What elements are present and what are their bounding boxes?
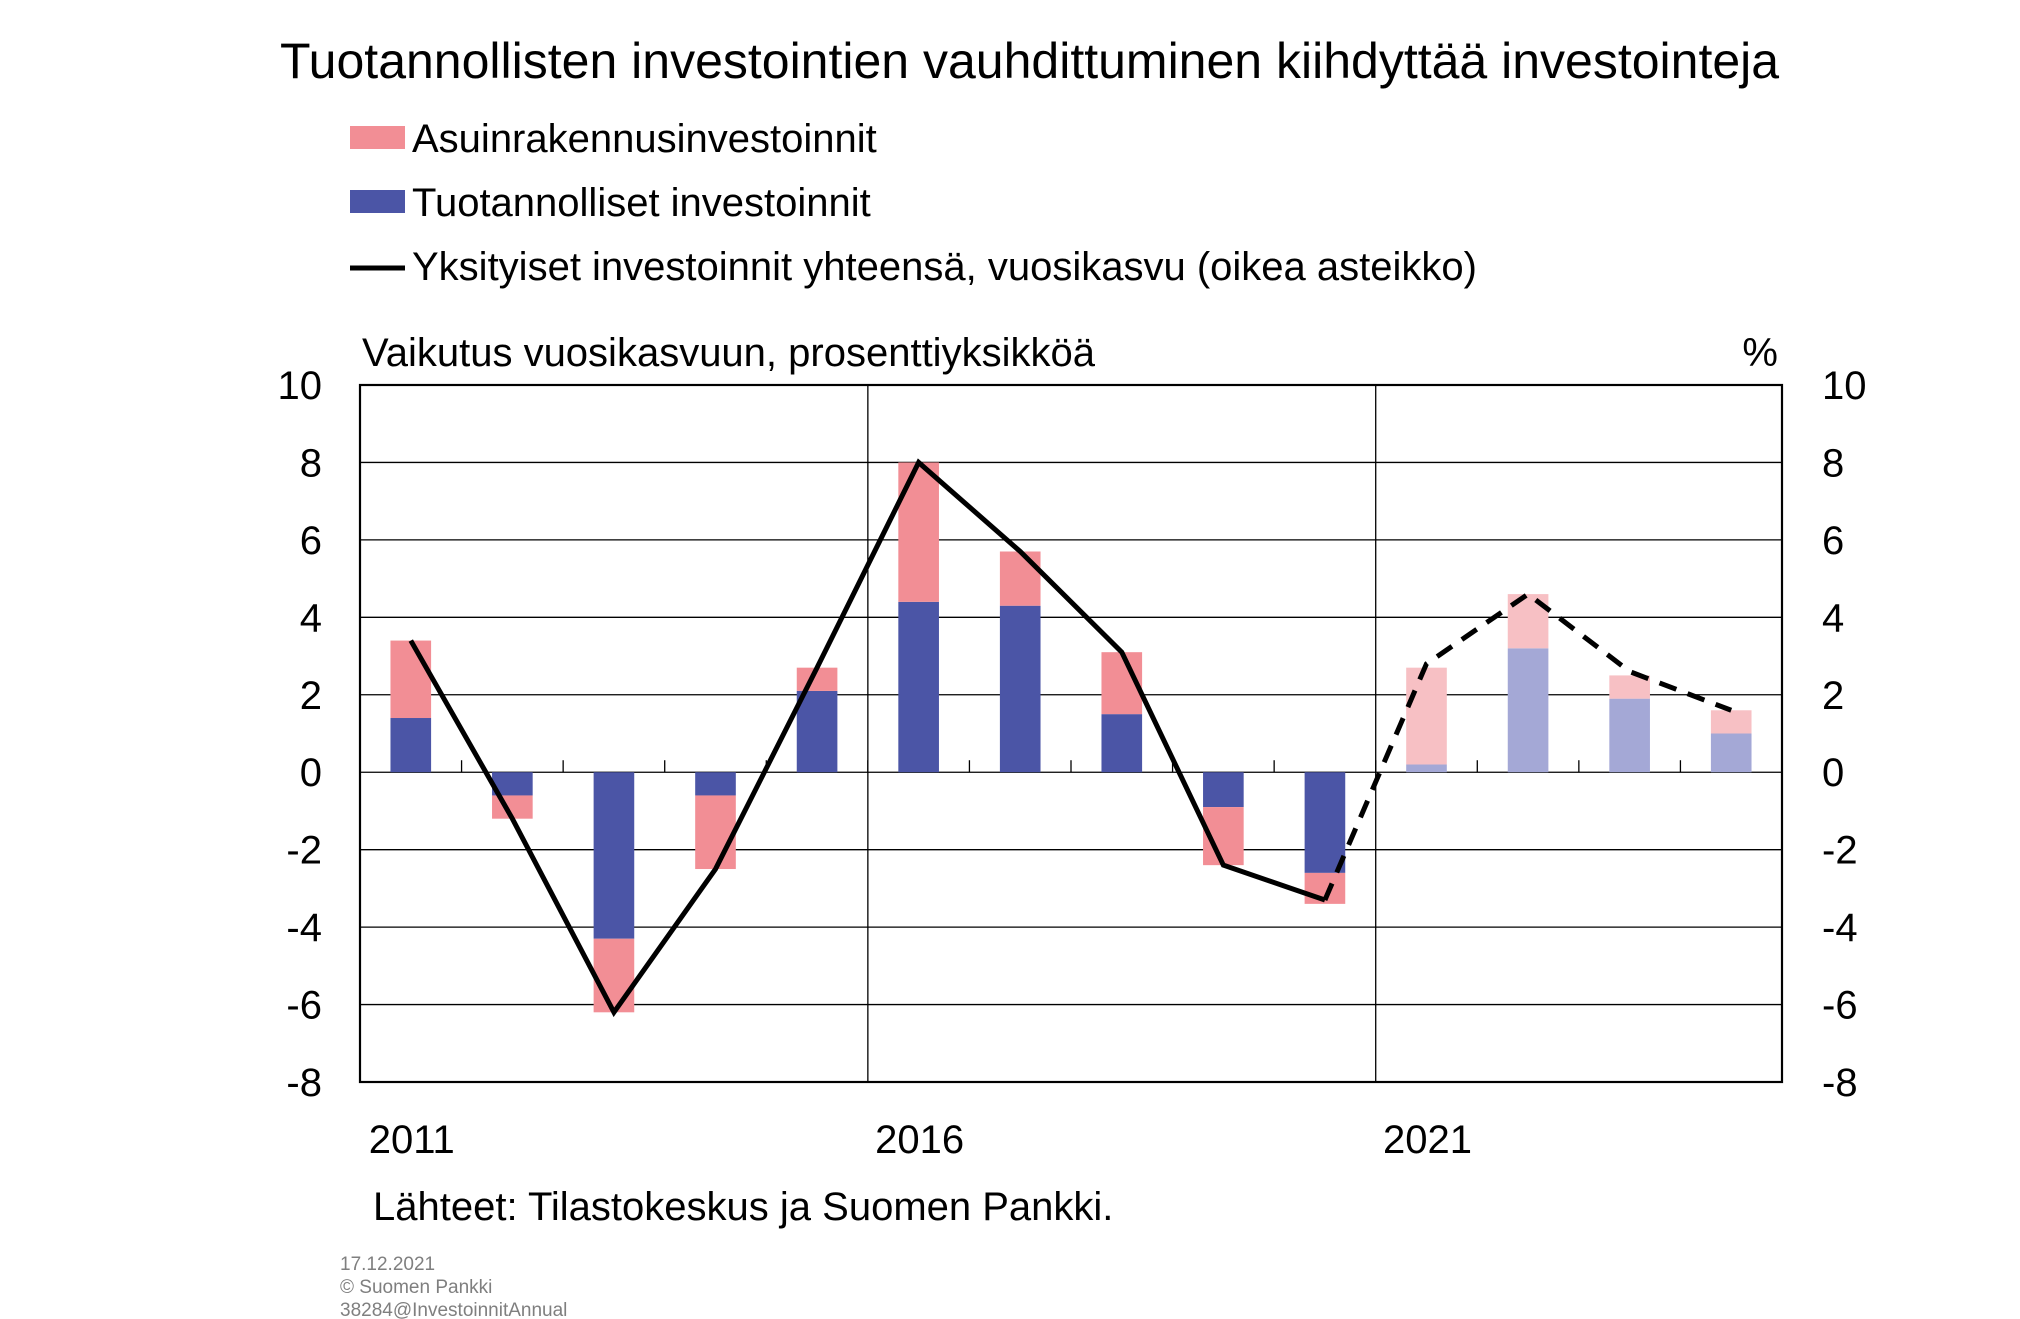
right-tick-label: -2: [1822, 829, 1858, 873]
x-tick-label: 2011: [369, 1118, 455, 1162]
legend: Asuinrakennusinvestoinnit Tuotannolliset…: [350, 117, 1477, 289]
bar-tuotannolliset-2012: [492, 772, 533, 796]
bar-asuinrakennus-2014: [695, 795, 736, 870]
right-tick-label: -4: [1822, 906, 1858, 950]
bars: [390, 462, 1752, 1013]
left-tick-label: 6: [300, 519, 322, 563]
right-tick-label: 6: [1822, 519, 1844, 563]
right-tick-label: 4: [1822, 596, 1844, 640]
gridlines: [360, 384, 1782, 1083]
y-axis-label-right: %: [1742, 331, 1778, 375]
bar-tuotannolliset-2019: [1203, 772, 1244, 808]
legend-swatch-asuinrakennus: [350, 126, 405, 149]
x-tick-label: 2016: [875, 1118, 964, 1162]
footer-copyright: © Suomen Pankki: [340, 1277, 492, 1298]
legend-label-yhteensa: Yksityiset investoinnit yhteensä, vuosik…: [412, 245, 1477, 289]
left-tick-label: 0: [300, 751, 322, 795]
right-tick-label: 8: [1822, 441, 1844, 485]
left-tick-label: 10: [278, 364, 323, 408]
plot-frame: [358, 383, 1784, 1084]
right-tick-label: 0: [1822, 751, 1844, 795]
bar-asuinrakennus-2016: [898, 462, 939, 602]
bar-asuinrakennus-2023: [1609, 675, 1650, 699]
bar-tuotannolliset-2013: [593, 772, 635, 939]
y-axis-label-left: Vaikutus vuosikasvuun, prosenttiyksikköä: [362, 331, 1096, 375]
bar-tuotannolliset-2014: [695, 772, 736, 796]
legend-label-tuotannolliset: Tuotannolliset investoinnit: [412, 181, 871, 225]
bar-tuotannolliset-2024: [1710, 733, 1752, 773]
right-tick-label: -8: [1822, 1061, 1858, 1105]
left-tick-label: -8: [286, 1061, 322, 1105]
bar-asuinrakennus-2011: [390, 640, 432, 719]
footer-code: 38284@InvestoinnitAnnual: [340, 1300, 567, 1319]
bar-asuinrakennus-2024: [1710, 710, 1752, 734]
left-tick-label: 2: [300, 674, 322, 718]
chart-title: Tuotannollisten investointien vauhdittum…: [280, 33, 1779, 89]
bar-tuotannolliset-2017: [999, 605, 1041, 773]
bar-tuotannolliset-2016: [898, 601, 939, 773]
source-note: Lähteet: Tilastokeskus ja Suomen Pankki.: [373, 1185, 1113, 1229]
left-axis-ticks: 10 8 6 4 2 0 -2 -4 -6 -8: [278, 364, 323, 1105]
left-tick-label: 4: [300, 596, 322, 640]
total-growth-line: [408, 458, 1733, 1018]
footer-date: 17.12.2021: [340, 1254, 435, 1275]
right-tick-label: -6: [1822, 984, 1858, 1028]
bar-tuotannolliset-2022: [1507, 648, 1549, 773]
left-tick-label: -4: [286, 906, 322, 950]
bar-tuotannolliset-2020: [1304, 772, 1346, 873]
bar-asuinrakennus-2017: [999, 551, 1041, 606]
legend-label-asuinrakennus: Asuinrakennusinvestoinnit: [412, 117, 877, 161]
bar-tuotannolliset-2011: [390, 718, 432, 773]
line-yhteensa-actual: [408, 458, 1326, 1018]
plot-border: [358, 383, 1784, 1084]
line-yhteensa-forecast: [1322, 591, 1733, 901]
left-tick-label: 8: [300, 441, 322, 485]
left-tick-label: -6: [286, 984, 322, 1028]
right-tick-label: 2: [1822, 674, 1844, 718]
bar-tuotannolliset-2015: [796, 690, 838, 773]
bar-asuinrakennus-2013: [593, 938, 635, 1013]
left-tick-label: -2: [286, 829, 322, 873]
x-tick-label: 2021: [1383, 1118, 1472, 1162]
right-axis-ticks: 10 8 6 4 2 0 -2 -4 -6 -8: [1822, 364, 1867, 1105]
right-tick-label: 10: [1822, 364, 1867, 408]
bar-tuotannolliset-2021: [1406, 764, 1447, 773]
bar-tuotannolliset-2018: [1101, 714, 1143, 773]
bar-asuinrakennus-2021: [1406, 667, 1447, 765]
x-axis-ticks: 2011 2016 2021: [369, 760, 1682, 1162]
bar-tuotannolliset-2023: [1609, 698, 1650, 773]
legend-swatch-tuotannolliset: [350, 190, 405, 213]
